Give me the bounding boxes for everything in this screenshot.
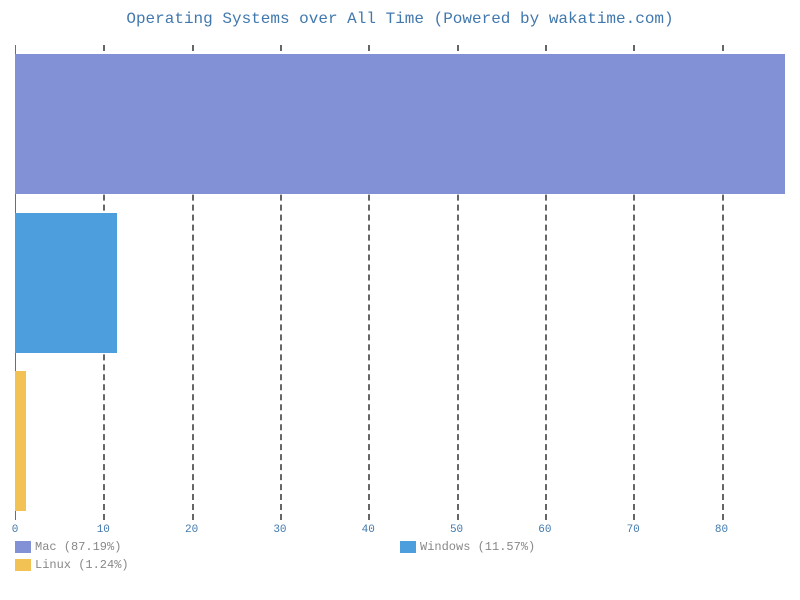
legend-label: Windows (11.57%) xyxy=(420,540,535,554)
legend-label: Mac (87.19%) xyxy=(35,540,121,554)
x-tick-label: 20 xyxy=(185,524,198,536)
bar xyxy=(15,213,117,353)
legend-swatch xyxy=(400,541,416,553)
bar xyxy=(15,54,785,194)
legend-item: Mac (87.19%) xyxy=(15,540,121,554)
x-tick-label: 60 xyxy=(538,524,551,536)
plot-area: 01020304050607080 xyxy=(15,45,785,520)
x-tick-label: 40 xyxy=(362,524,375,536)
x-tick-label: 70 xyxy=(627,524,640,536)
x-tick-label: 50 xyxy=(450,524,463,536)
x-tick-label: 0 xyxy=(12,524,19,536)
legend-item: Linux (1.24%) xyxy=(15,558,129,572)
x-tick-label: 10 xyxy=(97,524,110,536)
legend-label: Linux (1.24%) xyxy=(35,558,129,572)
legend-swatch xyxy=(15,541,31,553)
x-tick-label: 80 xyxy=(715,524,728,536)
legend-swatch xyxy=(15,559,31,571)
bar xyxy=(15,371,26,511)
x-tick-label: 30 xyxy=(273,524,286,536)
chart-title: Operating Systems over All Time (Powered… xyxy=(0,10,800,28)
legend-item: Windows (11.57%) xyxy=(400,540,535,554)
